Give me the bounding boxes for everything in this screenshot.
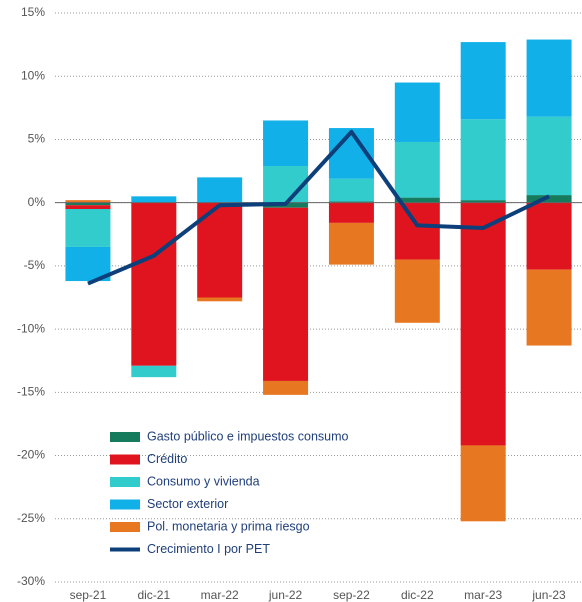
bar-segment bbox=[197, 177, 243, 203]
bar-segment bbox=[460, 445, 506, 522]
x-tick-label: jun-22 bbox=[268, 588, 303, 602]
bar-segment bbox=[460, 42, 506, 120]
bar-segment bbox=[263, 165, 309, 203]
legend-label: Sector exterior bbox=[147, 497, 228, 511]
bar-segment bbox=[328, 178, 374, 202]
bar-segment bbox=[394, 141, 440, 198]
y-tick-label: -10% bbox=[17, 321, 45, 335]
bar-segment bbox=[526, 116, 572, 196]
bar-segment bbox=[394, 259, 440, 323]
y-tick-label: -30% bbox=[17, 574, 45, 588]
bar-segment bbox=[460, 200, 506, 203]
y-tick-label: -15% bbox=[17, 385, 45, 399]
legend-label: Pol. monetaria y prima riesgo bbox=[147, 519, 310, 533]
bar-segment bbox=[131, 196, 177, 203]
bar-segment bbox=[65, 205, 111, 209]
x-tick-label: dic-21 bbox=[137, 588, 170, 602]
bar-segment bbox=[394, 202, 440, 260]
bar-segment bbox=[65, 208, 111, 247]
x-tick-label: mar-22 bbox=[201, 588, 239, 602]
x-tick-label: sep-21 bbox=[70, 588, 107, 602]
y-tick-label: 5% bbox=[28, 132, 46, 146]
bar-segment bbox=[65, 200, 111, 203]
bar-segment bbox=[263, 380, 309, 395]
legend-swatch bbox=[110, 432, 140, 442]
bar-segment bbox=[394, 197, 440, 203]
x-tick-label: mar-23 bbox=[464, 588, 502, 602]
bar-segment bbox=[131, 365, 177, 378]
x-tick-label: dic-22 bbox=[401, 588, 434, 602]
legend-swatch bbox=[110, 454, 140, 465]
bar-segment bbox=[328, 201, 374, 203]
bar-segment bbox=[526, 195, 572, 203]
bar-segment bbox=[328, 202, 374, 223]
legend-label: Crédito bbox=[147, 452, 187, 466]
y-tick-label: 10% bbox=[21, 68, 45, 82]
y-tick-label: 15% bbox=[21, 5, 45, 19]
y-tick-label: -5% bbox=[24, 258, 46, 272]
bar-segment bbox=[328, 222, 374, 265]
bar-segment bbox=[526, 39, 572, 117]
legend-swatch bbox=[110, 522, 140, 532]
bar-segment bbox=[460, 202, 506, 446]
x-tick-label: jun-23 bbox=[531, 588, 566, 602]
y-tick-label: 0% bbox=[28, 195, 46, 209]
legend-label: Consumo y vivienda bbox=[147, 474, 260, 488]
bar-segment bbox=[263, 120, 309, 166]
legend-label: Gasto público e impuestos consumo bbox=[147, 429, 349, 443]
bar-segment bbox=[197, 297, 243, 302]
bar-segment bbox=[65, 202, 111, 206]
legend-swatch bbox=[110, 477, 140, 487]
y-tick-label: -25% bbox=[17, 511, 45, 525]
legend-swatch bbox=[110, 499, 140, 510]
bar-segment bbox=[460, 119, 506, 201]
y-tick-label: -20% bbox=[17, 448, 45, 462]
bar-segment bbox=[131, 202, 177, 366]
bar-segment bbox=[526, 269, 572, 346]
bar-segment bbox=[526, 202, 572, 270]
line-series bbox=[87, 129, 550, 286]
bar-segment bbox=[394, 82, 440, 142]
bar-segment bbox=[263, 207, 309, 381]
x-tick-label: sep-22 bbox=[333, 588, 370, 602]
legend-label: Crecimiento I por PET bbox=[147, 542, 270, 556]
